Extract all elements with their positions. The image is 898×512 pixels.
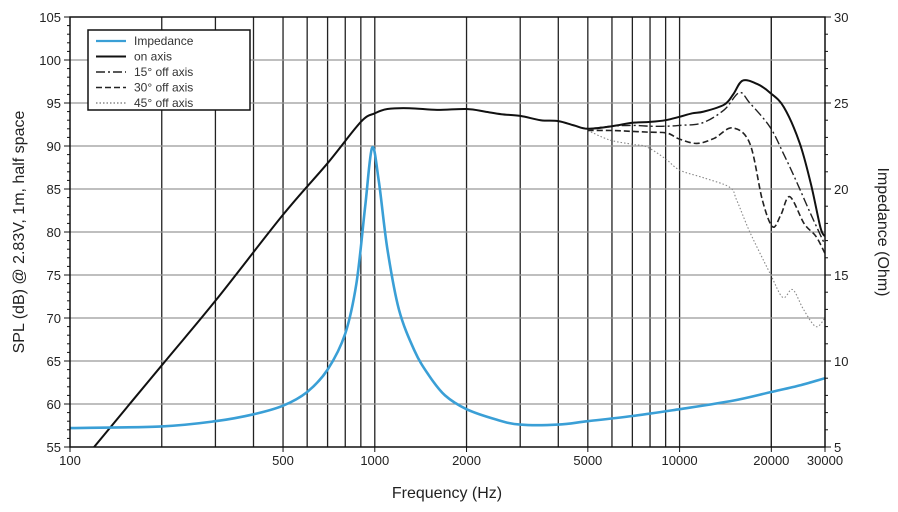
x-tick-label: 2000 [452, 453, 481, 468]
x-tick-label: 20000 [753, 453, 789, 468]
grid [70, 17, 825, 447]
series-impedance [70, 145, 825, 430]
series-15-off-axis [587, 91, 825, 246]
x-tick-label: 30000 [807, 453, 843, 468]
legend-label: on axis [134, 50, 172, 64]
y-axis-label: SPL (dB) @ 2.83V, 1m, half space [11, 111, 28, 354]
legend-label: 30° off axis [134, 81, 193, 95]
x-axis-label: Frequency (Hz) [392, 485, 502, 502]
y-tick-label: 100 [39, 53, 61, 68]
y-tick-label: 90 [47, 139, 61, 154]
x-tick-label: 5000 [573, 453, 602, 468]
y-tick-label: 95 [47, 96, 61, 111]
y2-tick-label: 20 [834, 182, 848, 197]
ticks: 55 60 65 70 75 80 85 90 95 100 105 5 10 15 20 25 30 100 50… [39, 10, 848, 468]
x-tick-label: 10000 [662, 453, 698, 468]
x-tick-label: 1000 [360, 453, 389, 468]
x-tick-label: 100 [59, 453, 81, 468]
legend-label: 45° off axis [134, 96, 193, 110]
y-tick-label: 75 [47, 268, 61, 283]
series-30-off-axis [587, 127, 825, 254]
y2-tick-label: 5 [834, 440, 841, 455]
y-tick-label: 55 [47, 440, 61, 455]
y2-axis-label: Impedance (Ohm) [874, 168, 891, 297]
curves [70, 79, 825, 447]
y2-tick-label: 25 [834, 96, 848, 111]
legend-label: Impedance [134, 34, 194, 48]
y-tick-label: 85 [47, 182, 61, 197]
y2-tick-label: 10 [834, 354, 848, 369]
series-on-axis [92, 79, 825, 447]
y-tick-label: 80 [47, 225, 61, 240]
y-tick-label: 70 [47, 311, 61, 326]
legend-box [87, 29, 251, 111]
y2-tick-label: 30 [834, 10, 848, 25]
y-tick-label: 60 [47, 397, 61, 412]
legend-label: 15° off axis [134, 65, 193, 79]
y2-tick-label: 15 [834, 268, 848, 283]
y-tick-label: 105 [39, 10, 61, 25]
y-tick-label: 65 [47, 354, 61, 369]
series-45-off-axis [587, 129, 825, 328]
x-tick-label: 500 [272, 453, 294, 468]
